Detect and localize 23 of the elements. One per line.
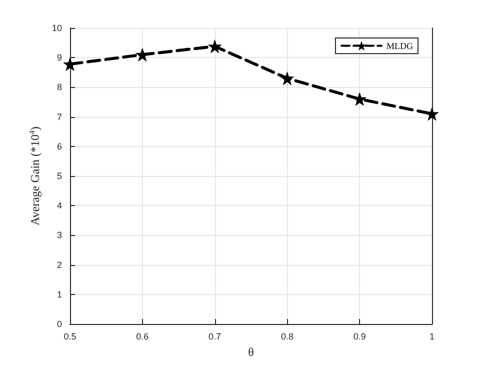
point	[280, 71, 294, 86]
y-tick-label: 2	[56, 260, 62, 270]
y-tick-label: 4	[56, 200, 62, 211]
y-tick-label: 3	[56, 230, 62, 240]
y-tick-label: 6	[56, 141, 62, 152]
y-tick-label: 7	[56, 112, 62, 122]
x-axis-title: θ	[248, 345, 254, 359]
y-tick-label: 10	[52, 23, 62, 33]
x-tick-label: 0.9	[353, 332, 366, 342]
x-tick-label: 0.6	[136, 332, 149, 342]
y-tick-label: 5	[56, 171, 62, 181]
x-tick-label: 1	[429, 332, 435, 342]
y-tick-label: 8	[56, 82, 62, 92]
point	[352, 92, 367, 106]
x-tick-label: 0.8	[280, 332, 294, 342]
y-tick-label: 1	[56, 289, 62, 300]
x-tick-label: 0.7	[208, 332, 222, 342]
legend-label: MLDG	[386, 40, 414, 51]
y-axis-title: Average Gain (*104)	[28, 126, 42, 226]
point	[208, 39, 222, 54]
y-tick-label: 9	[56, 52, 62, 63]
y-tick-label: 0	[56, 319, 62, 329]
x-tick-label: 0.5	[64, 332, 76, 342]
